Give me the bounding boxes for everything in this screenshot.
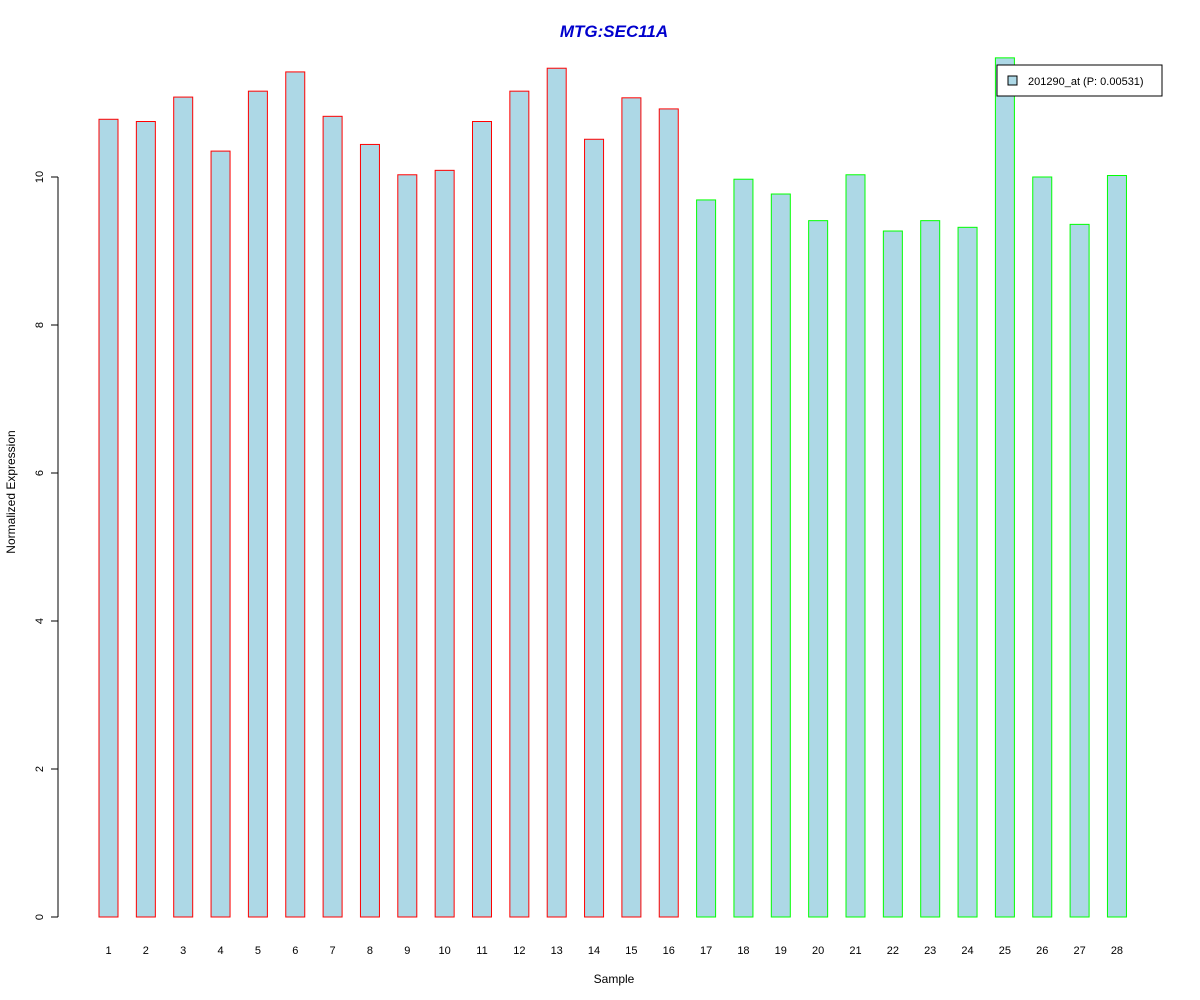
x-tick-label: 10 xyxy=(439,945,451,957)
bar xyxy=(1032,176,1053,918)
bar xyxy=(135,121,156,918)
legend: 201290_at (P: 0.00531) xyxy=(996,64,1163,97)
bar xyxy=(359,143,380,918)
bar xyxy=(920,220,941,918)
bar xyxy=(808,220,829,918)
bar xyxy=(845,174,866,918)
bar xyxy=(882,230,903,918)
x-tick-label: 1 xyxy=(105,945,111,957)
y-tick-label: 0 xyxy=(34,914,46,920)
x-tick-label: 7 xyxy=(330,945,336,957)
bar xyxy=(994,57,1015,918)
x-tick-label: 12 xyxy=(513,945,525,957)
bar xyxy=(509,90,530,918)
bar xyxy=(472,121,492,918)
x-tick-label: 9 xyxy=(404,945,410,957)
x-tick-label: 16 xyxy=(663,945,675,957)
x-tick-label: 20 xyxy=(812,945,824,957)
x-tick-labels: 1 2 3 4 5 6 7 8 9 10 11 12 13 14 15 16 17 18 19 20 21 22 23 24 2… xyxy=(105,945,1123,957)
x-tick-label: 8 xyxy=(367,945,373,957)
bar xyxy=(733,178,754,918)
bar xyxy=(957,226,978,918)
bar xyxy=(397,174,418,918)
x-axis-label: Sample xyxy=(594,972,635,986)
bar xyxy=(658,108,679,918)
y-tick-label: 10 xyxy=(34,171,46,183)
x-tick-label: 22 xyxy=(887,945,899,957)
x-tick-label: 13 xyxy=(551,945,563,957)
legend-box xyxy=(996,64,1163,97)
bar xyxy=(621,97,642,918)
legend-label: 201290_at (P: 0.00531) xyxy=(1028,76,1144,88)
bar xyxy=(98,118,119,918)
bar xyxy=(173,96,194,918)
chart-title: MTG:SEC11A xyxy=(560,22,668,41)
x-tick-label: 15 xyxy=(625,945,637,957)
x-tick-label: 4 xyxy=(217,945,223,957)
x-tick-label: 19 xyxy=(775,945,787,957)
y-axis-label: Normalized Expression xyxy=(4,430,18,553)
x-tick-label: 26 xyxy=(1036,945,1048,957)
bar xyxy=(210,150,231,918)
x-tick-label: 24 xyxy=(961,945,973,957)
x-tick-label: 6 xyxy=(292,945,298,957)
bar xyxy=(322,115,343,918)
x-tick-label: 2 xyxy=(143,945,149,957)
bar xyxy=(584,138,605,918)
y-axis: 0 2 4 6 8 10 xyxy=(34,171,59,920)
y-tick-label: 8 xyxy=(34,322,46,328)
y-tick-label: 2 xyxy=(34,766,46,772)
bars xyxy=(98,57,1127,918)
y-tick-label: 6 xyxy=(34,470,46,476)
bar xyxy=(770,193,791,918)
x-tick-label: 25 xyxy=(999,945,1011,957)
bar xyxy=(696,199,717,918)
x-tick-label: 3 xyxy=(180,945,186,957)
bar xyxy=(285,71,306,918)
x-tick-label: 21 xyxy=(849,945,861,957)
x-tick-label: 18 xyxy=(737,945,749,957)
y-tick-label: 4 xyxy=(34,618,46,624)
bar xyxy=(1106,175,1127,918)
x-tick-label: 14 xyxy=(588,945,600,957)
x-tick-label: 27 xyxy=(1073,945,1085,957)
x-tick-label: 17 xyxy=(700,945,712,957)
bar xyxy=(546,67,567,918)
x-tick-label: 5 xyxy=(255,945,261,957)
x-tick-label: 23 xyxy=(924,945,936,957)
bar xyxy=(247,90,268,918)
bar xyxy=(1069,223,1090,918)
bar xyxy=(434,169,455,918)
x-tick-label: 28 xyxy=(1111,945,1123,957)
x-tick-label: 11 xyxy=(476,945,487,957)
legend-swatch xyxy=(1007,75,1018,86)
